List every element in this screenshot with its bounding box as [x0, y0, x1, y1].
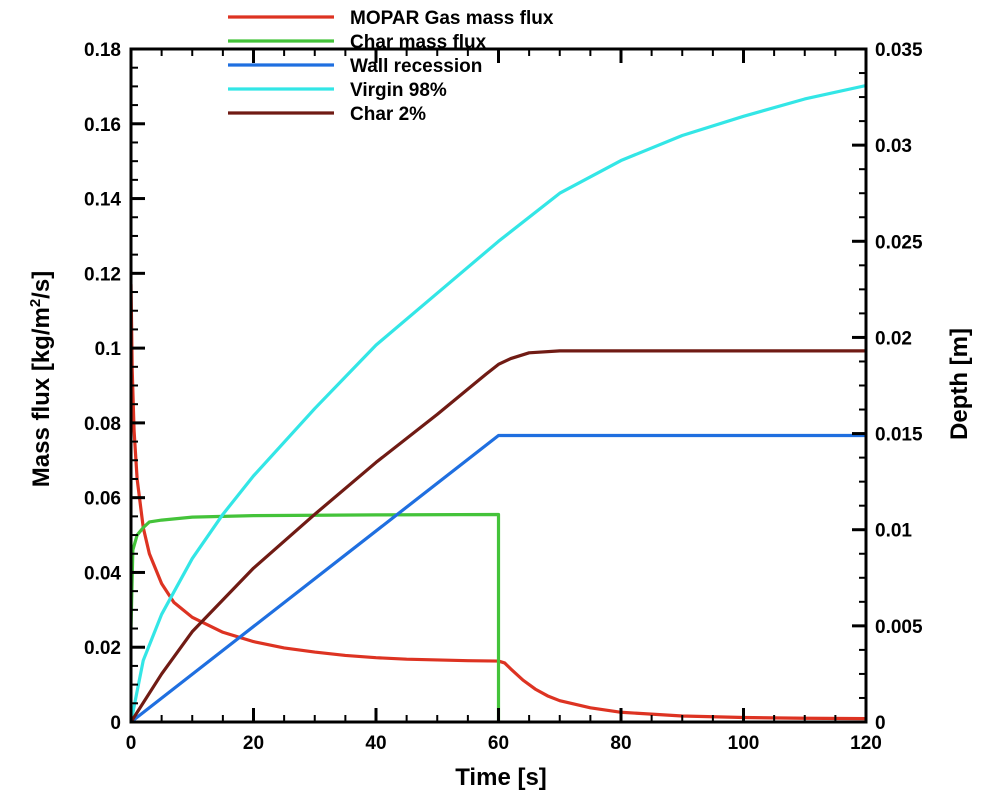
y-right-tick-label: 0.01 [875, 521, 912, 542]
x-tick-label: 20 [243, 733, 264, 754]
y-right-tick-label: 0.02 [875, 328, 912, 349]
y-right-tick-label: 0.015 [875, 425, 923, 446]
series-line-mopar-gas-mass-flux [131, 282, 866, 721]
x-axis-title: Time [s] [455, 764, 547, 791]
x-tick-label: 120 [850, 733, 882, 754]
y-right-tick-label: 0.025 [875, 232, 923, 253]
y-left-tick-label: 0.04 [84, 563, 121, 584]
y-left-tick-label: 0.14 [84, 190, 121, 211]
y-axis-title-left-superscript: 2 [27, 299, 44, 307]
y-axis-title-left: Mass flux [kg/m2/s] [27, 271, 55, 487]
series-line-char-mass-flux [131, 512, 501, 722]
y-right-tick-label: 0.035 [875, 40, 923, 61]
y-left-tick-label: 0 [110, 713, 121, 734]
y-left-tick-label: 0.02 [84, 638, 121, 659]
y-right-tick-label: 0.005 [875, 617, 923, 638]
series-line-char-2 [131, 349, 866, 722]
series-layer [131, 83, 866, 722]
x-tick-label: 80 [610, 733, 631, 754]
y-left-tick-label: 0.18 [84, 40, 121, 61]
x-tick-label: 40 [365, 733, 386, 754]
y-axis-title-left-main: Mass flux [kg/m [28, 307, 55, 487]
legend: MOPAR Gas mass flux Char mass flux Wall re… [228, 8, 554, 125]
x-tick-label: 60 [488, 733, 509, 754]
legend-label-char-mass-flux: Char mass flux [350, 32, 487, 53]
x-tick-label: 100 [728, 733, 760, 754]
legend-label-virgin-98: Virgin 98% [350, 80, 447, 101]
y-left-tick-label: 0.1 [95, 339, 122, 360]
y-right-tick-label: 0 [875, 713, 886, 734]
y-left-tick-label: 0.16 [84, 115, 121, 136]
axes-layer: 0 20 40 60 80 100 12000.020.040.060.080.10.120… [84, 40, 923, 754]
y-left-tick-label: 0.06 [84, 489, 121, 510]
y-axis-title-left-rest: /s] [28, 271, 55, 299]
y-axis-title-right: Depth [m] [946, 328, 973, 440]
legend-label-wall-recession: Wall recession [350, 56, 482, 77]
y-left-tick-label: 0.12 [84, 264, 121, 285]
series-line-wall-recession [131, 433, 866, 722]
series-line-virgin-98 [131, 83, 866, 722]
legend-label-char-2: Char 2% [350, 104, 426, 125]
y-right-tick-label: 0.03 [875, 136, 912, 157]
y-left-tick-label: 0.08 [84, 414, 121, 435]
legend-label-mopar-gas-mass-flux: MOPAR Gas mass flux [350, 8, 554, 29]
x-tick-label: 0 [126, 733, 137, 754]
